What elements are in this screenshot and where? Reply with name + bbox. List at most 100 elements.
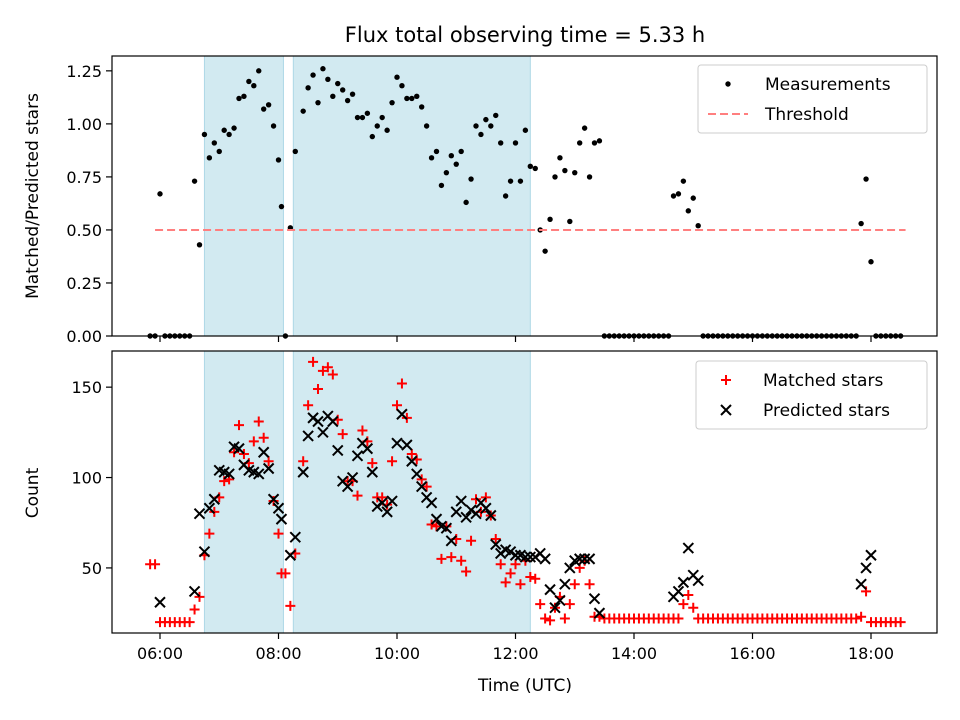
matched-star-point (234, 420, 244, 431)
predicted-star-point (386, 495, 398, 507)
matched-star-point (564, 599, 575, 610)
measurement-point (251, 82, 257, 89)
legend-dot-marker (725, 81, 731, 87)
measurement-point (414, 93, 420, 100)
measurement-point (567, 218, 573, 225)
measurement-point (305, 85, 311, 91)
legend-label: Predicted stars (763, 401, 890, 421)
matched-star-point (490, 534, 501, 544)
predicted-star-point (855, 578, 867, 590)
predicted-star-point (430, 513, 443, 525)
predicted-star-point (450, 506, 462, 518)
predicted-star-point (327, 415, 339, 428)
measurement-point (448, 152, 455, 159)
x-tick-label: 18:00 (848, 644, 894, 663)
predicted-star-point (272, 502, 285, 514)
measurement-point (349, 91, 356, 97)
predicted-star-point (154, 596, 166, 608)
matched-star-point (545, 615, 556, 626)
predicted-star-point (549, 601, 561, 614)
matched-star-point (505, 568, 516, 579)
measurement-point (246, 78, 252, 85)
predicted-star-point (366, 466, 379, 478)
matched-star-point (678, 599, 689, 610)
measurement-point (517, 178, 524, 184)
predicted-star-point (519, 551, 532, 563)
measurement-point (394, 74, 400, 80)
x-tick-label: 08:00 (255, 644, 301, 663)
predicted-star-point (376, 497, 388, 509)
matched-star-point (683, 590, 694, 601)
matched-star-point (248, 436, 259, 447)
matched-star-point (253, 416, 264, 427)
measurement-point (310, 72, 316, 78)
measurement-point (868, 259, 874, 265)
predicted-star-point (672, 585, 685, 598)
matched-star-point (308, 356, 319, 367)
y-tick-label: 0.00 (66, 327, 102, 346)
measurement-point (256, 68, 262, 74)
measurement-point (512, 140, 519, 146)
measurement-point (330, 93, 336, 100)
predicted-star-point (588, 592, 601, 605)
x-tick-label: 14:00 (611, 644, 657, 663)
predicted-star-point (578, 553, 591, 565)
predicted-star-point (539, 553, 551, 565)
matched-star-point (303, 400, 314, 411)
measurement-point (463, 199, 469, 206)
measurement-point (399, 82, 405, 89)
predicted-star-point (425, 497, 438, 509)
matched-star-point (525, 571, 536, 582)
legend-box (695, 360, 928, 430)
matched-star-point (530, 573, 541, 584)
predicted-star-point (524, 551, 537, 563)
matched-star-point (194, 591, 205, 602)
matched-star-point (673, 613, 684, 624)
matched-star-point (431, 521, 442, 532)
predicted-star-point (455, 495, 467, 507)
predicted-star-point (188, 585, 201, 598)
measurement-point (404, 95, 410, 102)
predicted-star-point (275, 513, 288, 525)
predicted-star-point (564, 562, 576, 574)
matched-star-point (387, 456, 398, 467)
measurement-point (265, 102, 272, 108)
predicted-star-point (257, 446, 270, 458)
matched-star-point (189, 604, 200, 615)
predicted-star-point (583, 553, 596, 565)
measurement-point (493, 112, 499, 119)
measurement-point (428, 155, 435, 161)
y-tick-label: 150 (71, 378, 102, 397)
measurement-point (522, 127, 529, 133)
predicted-star-point (341, 480, 354, 493)
measurement-point (418, 104, 425, 110)
measurement-point (389, 99, 395, 106)
matched-star-point (895, 617, 906, 628)
matched-star-point (263, 456, 274, 467)
measurement-point (863, 176, 869, 182)
measurement-point (278, 203, 285, 210)
predicted-star-point (198, 545, 211, 558)
measurement-point (325, 76, 331, 83)
measurement-point (507, 178, 514, 184)
predicted-star-point (677, 576, 690, 589)
predicted-star-point (860, 562, 872, 574)
predicted-star-point (593, 607, 606, 619)
predicted-star-point (544, 583, 556, 596)
matched-star-point (285, 600, 296, 611)
predicted-star-point (415, 480, 428, 493)
measurement-point (468, 176, 474, 182)
matched-star-point (273, 528, 284, 539)
measurement-point (344, 97, 351, 104)
measurement-point (502, 193, 509, 199)
matched-star-point (569, 579, 580, 590)
x-tick-label: 12:00 (492, 644, 538, 663)
matched-star-point (436, 553, 447, 564)
matched-star-point (327, 369, 338, 380)
matched-star-point (856, 611, 867, 622)
matched-star-point (377, 492, 388, 503)
predicted-star-point (480, 502, 492, 514)
measurement-point (236, 95, 242, 102)
predicted-star-point (346, 471, 359, 484)
measurement-point (858, 220, 864, 227)
